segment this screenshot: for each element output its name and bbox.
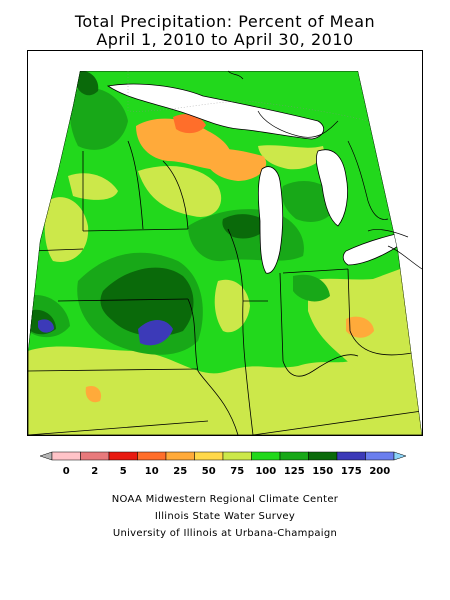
legend-arrow-high xyxy=(393,451,406,461)
legend-tick-label: 150 xyxy=(312,466,333,477)
region-75-100-michigan xyxy=(258,145,324,170)
legend-tick-label: 5 xyxy=(120,466,127,477)
legend-color-box xyxy=(51,451,81,461)
legend-tick-label: 50 xyxy=(202,466,216,477)
map-title-line1: Total Precipitation: Percent of Mean xyxy=(74,12,376,31)
legend-color-boxes xyxy=(40,451,406,461)
region-75-100-west xyxy=(44,197,89,262)
region-50-75-ohio xyxy=(346,316,374,338)
region-75-100-sw xyxy=(28,349,88,383)
legend-color-box xyxy=(80,451,110,461)
legend-color-box xyxy=(194,451,224,461)
legend-color-box xyxy=(251,451,281,461)
precip-field xyxy=(28,71,422,435)
province-borders xyxy=(127,71,369,122)
precipitation-map xyxy=(27,50,423,436)
region-50-75-upper xyxy=(203,148,267,181)
credit-uiuc: University of Illinois at Urbana-Champai… xyxy=(112,528,338,539)
legend-tick-label: 75 xyxy=(230,466,244,477)
region-125-150-north xyxy=(69,87,128,150)
region-125-150-ohio xyxy=(293,274,330,302)
legend-tick-labels: 0 2 5 10 25 50 75 100 125 150 175 200 xyxy=(63,466,390,477)
legend-tick-label: 200 xyxy=(369,466,390,477)
region-175-200-iowa xyxy=(138,320,173,346)
legend-tick-label: 175 xyxy=(341,466,362,477)
lake-superior xyxy=(106,83,325,140)
credit-noaa: NOAA Midwestern Regional Climate Center xyxy=(111,494,339,505)
lake-huron xyxy=(315,149,348,227)
legend-color-box xyxy=(137,451,167,461)
legend-color-box xyxy=(308,451,338,461)
lake-michigan xyxy=(257,166,284,274)
region-175-200-west xyxy=(38,319,54,333)
color-scale-legend: 0 2 5 10 25 50 75 100 125 150 175 200 xyxy=(40,451,406,477)
legend-tick-label: 0 xyxy=(63,466,70,477)
region-75-100-mn xyxy=(68,173,118,200)
legend-tick-label: 100 xyxy=(255,466,276,477)
legend-color-box xyxy=(336,451,366,461)
region-75-100-south xyxy=(28,271,422,435)
domain-outline xyxy=(28,71,422,435)
legend-color-box xyxy=(108,451,138,461)
legend-color-box xyxy=(165,451,195,461)
legend-tick-label: 125 xyxy=(284,466,305,477)
region-150-175-iowa xyxy=(100,267,194,337)
region-150-175-north xyxy=(76,71,99,96)
legend-arrow-low xyxy=(40,451,53,461)
region-75-100-central xyxy=(214,279,250,333)
map-title-line2: April 1, 2010 to April 30, 2010 xyxy=(96,30,354,49)
legend-color-box xyxy=(365,451,395,461)
region-25-50-superior xyxy=(173,114,206,134)
lake-erie xyxy=(342,232,404,266)
region-50-75-south xyxy=(85,385,102,403)
region-75-100-north xyxy=(138,166,222,217)
map-canvas xyxy=(28,51,422,435)
legend-color-box xyxy=(279,451,309,461)
legend-tick-label: 10 xyxy=(145,466,159,477)
credit-isws: Illinois State Water Survey xyxy=(154,511,296,522)
legend-color-box xyxy=(222,451,252,461)
legend-tick-label: 25 xyxy=(173,466,187,477)
region-150-175-wi xyxy=(222,214,268,239)
legend-tick-label: 2 xyxy=(91,466,98,477)
northern-coastlines xyxy=(227,70,422,270)
